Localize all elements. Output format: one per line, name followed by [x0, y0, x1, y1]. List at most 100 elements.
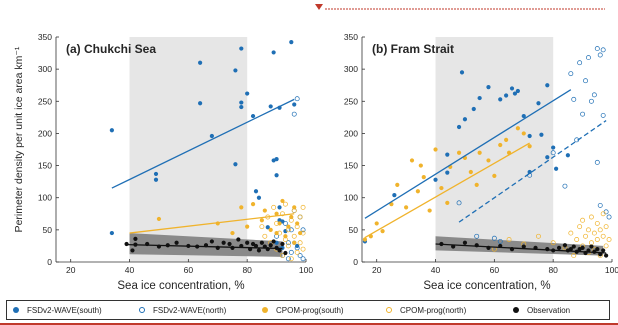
data-point: [477, 95, 482, 101]
data-point: [568, 247, 573, 252]
data-point: [604, 253, 609, 258]
data-point: [471, 106, 476, 112]
data-point: [445, 200, 450, 205]
data-point: [418, 163, 423, 168]
fit-line: [111, 98, 295, 189]
data-point: [268, 227, 273, 232]
data-point: [415, 189, 420, 194]
data-point: [504, 137, 509, 142]
legend-item: CPOM-prog(south): [262, 301, 344, 319]
data-point: [271, 50, 276, 55]
data-point: [591, 92, 597, 98]
data-point: [580, 245, 585, 250]
fit-line: [126, 243, 283, 250]
data-point: [586, 55, 591, 61]
data-point: [297, 240, 303, 246]
data-point: [486, 158, 491, 163]
data-point: [227, 241, 232, 247]
data-point: [291, 111, 297, 117]
panel-fram-strait: 20 40 60 80 100 0 50 100 150 200 250 300 350 (b) Fram…: [344, 32, 618, 292]
data-point: [245, 224, 250, 229]
data-point: [595, 247, 600, 252]
data-point: [294, 249, 300, 255]
data-point: [198, 101, 203, 106]
data-point: [300, 204, 306, 210]
top-accent: [315, 4, 605, 10]
data-point: [280, 211, 285, 217]
data-point: [433, 147, 438, 152]
series-observation: [439, 240, 609, 258]
data-point: [600, 47, 606, 53]
legend-marker-icon: [386, 307, 392, 313]
data-point: [577, 60, 583, 66]
y-tick-label: 0: [47, 257, 52, 267]
data-point: [574, 237, 580, 242]
data-point: [253, 189, 259, 194]
x-tick-label: 100: [605, 265, 618, 275]
series-fsdv2-wave-south-: [362, 70, 570, 244]
data-point: [283, 250, 288, 256]
data-point: [597, 202, 603, 208]
data-point: [439, 185, 444, 191]
x-tick-label: 100: [299, 265, 313, 275]
shaded-region: [435, 37, 554, 262]
data-point: [239, 100, 244, 105]
data-point: [124, 241, 129, 247]
data-point: [300, 246, 306, 252]
data-point: [209, 133, 214, 139]
data-point: [280, 241, 285, 247]
data-point: [600, 233, 606, 239]
y-tick-label: 150: [344, 161, 358, 171]
legend-item: FSDv2-WAVE(north): [139, 301, 226, 319]
data-point: [456, 124, 462, 130]
x-tick-label: 60: [490, 265, 500, 275]
data-point: [545, 83, 550, 88]
data-point: [265, 225, 270, 230]
data-point: [153, 177, 159, 182]
data-point: [568, 71, 574, 77]
y-tick-label: 200: [38, 128, 52, 138]
data-point: [562, 243, 568, 248]
data-point: [274, 220, 280, 226]
data-point: [597, 52, 603, 58]
data-point: [588, 214, 594, 220]
data-point: [498, 97, 503, 102]
fit-line: [435, 243, 607, 254]
data-point: [498, 142, 503, 148]
data-point: [291, 208, 297, 214]
data-point: [239, 205, 244, 210]
data-point: [550, 240, 556, 246]
fit-line: [364, 142, 530, 239]
data-point: [409, 158, 415, 163]
data-point: [271, 204, 277, 210]
x-tick-label: 80: [242, 265, 252, 275]
data-point: [198, 60, 203, 65]
data-point: [392, 193, 397, 198]
data-point: [536, 101, 541, 106]
data-point: [474, 233, 480, 239]
data-point: [259, 224, 265, 230]
data-point: [445, 170, 450, 175]
y-tick-label: 100: [38, 193, 52, 203]
data-point: [539, 132, 544, 137]
data-point: [289, 40, 294, 45]
data-point: [285, 256, 291, 262]
accent-triangle-icon: [315, 4, 323, 10]
legend: FSDv2-WAVE(south) FSDv2-WAVE(north) CPOM-p…: [6, 300, 610, 320]
data-point: [285, 243, 291, 249]
data-point: [588, 98, 594, 104]
data-point: [380, 229, 385, 234]
data-point: [109, 128, 114, 133]
data-point: [300, 256, 306, 262]
fit-line: [129, 213, 295, 234]
data-point: [395, 182, 400, 187]
data-point: [300, 227, 306, 233]
x-axis-label: Sea ice concentration, %: [423, 280, 550, 292]
data-point: [468, 169, 473, 175]
data-point: [459, 70, 465, 75]
data-point: [288, 256, 294, 262]
data-point: [280, 198, 285, 204]
data-point: [474, 182, 479, 187]
data-point: [603, 243, 609, 249]
data-point: [580, 217, 586, 223]
